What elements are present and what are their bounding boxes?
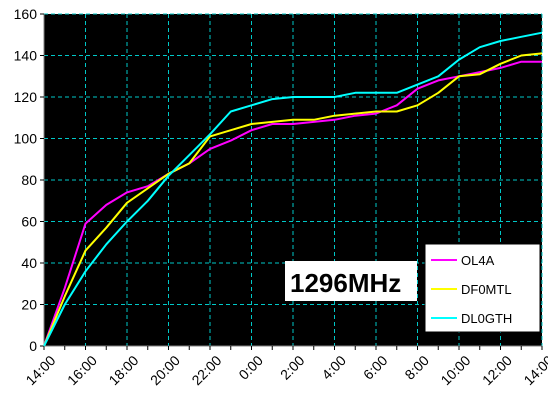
y-tick-label: 60: [21, 214, 37, 230]
series-lines: [43, 31, 543, 347]
series-line: [43, 31, 543, 347]
x-tick-label: 16:00: [64, 352, 100, 388]
x-tick-label: 14:00: [22, 352, 58, 388]
x-tick-label: 10:00: [437, 352, 473, 388]
x-tick-label: 20:00: [147, 352, 183, 388]
band-annotation: 1296MHz: [285, 261, 417, 301]
band-annotation-box: [285, 261, 417, 301]
x-tick-label: 4:00: [318, 352, 349, 383]
y-tick-label: 0: [29, 338, 37, 354]
x-tick-labels: 14:00 16:00 18:00 20:00 22:00 0:00 2:00 4:00 6:0…: [22, 352, 548, 388]
y-tick-labels: 0 20 40 60 80 100 120 140 160: [14, 6, 38, 354]
x-tick-label: 2:00: [277, 352, 308, 383]
y-tick-label: 100: [14, 131, 38, 147]
y-tick-label: 20: [21, 297, 37, 313]
y-tick-label: 40: [21, 255, 37, 271]
x-tick-label: 18:00: [105, 352, 141, 388]
x-tick-label: 0:00: [235, 352, 266, 383]
legend-label: OL4A: [461, 253, 495, 268]
legend: OL4A DF0MTL DL0GTH: [424, 243, 541, 333]
x-tick-label: 6:00: [360, 352, 391, 383]
band-annotation-text: 1296MHz: [290, 268, 401, 298]
y-tick-label: 140: [14, 48, 38, 64]
y-tick-label: 80: [21, 172, 37, 188]
axes: [40, 13, 543, 350]
legend-label: DL0GTH: [461, 311, 512, 326]
series-line: [43, 52, 543, 347]
y-tick-label: 160: [14, 6, 38, 22]
x-tick-label: 22:00: [188, 352, 224, 388]
x-tick-label: 14:00: [520, 352, 548, 388]
x-tick-label: 8:00: [401, 352, 432, 383]
y-tick-label: 120: [14, 89, 38, 105]
x-tick-label: 12:00: [479, 352, 515, 388]
legend-label: DF0MTL: [461, 282, 512, 297]
